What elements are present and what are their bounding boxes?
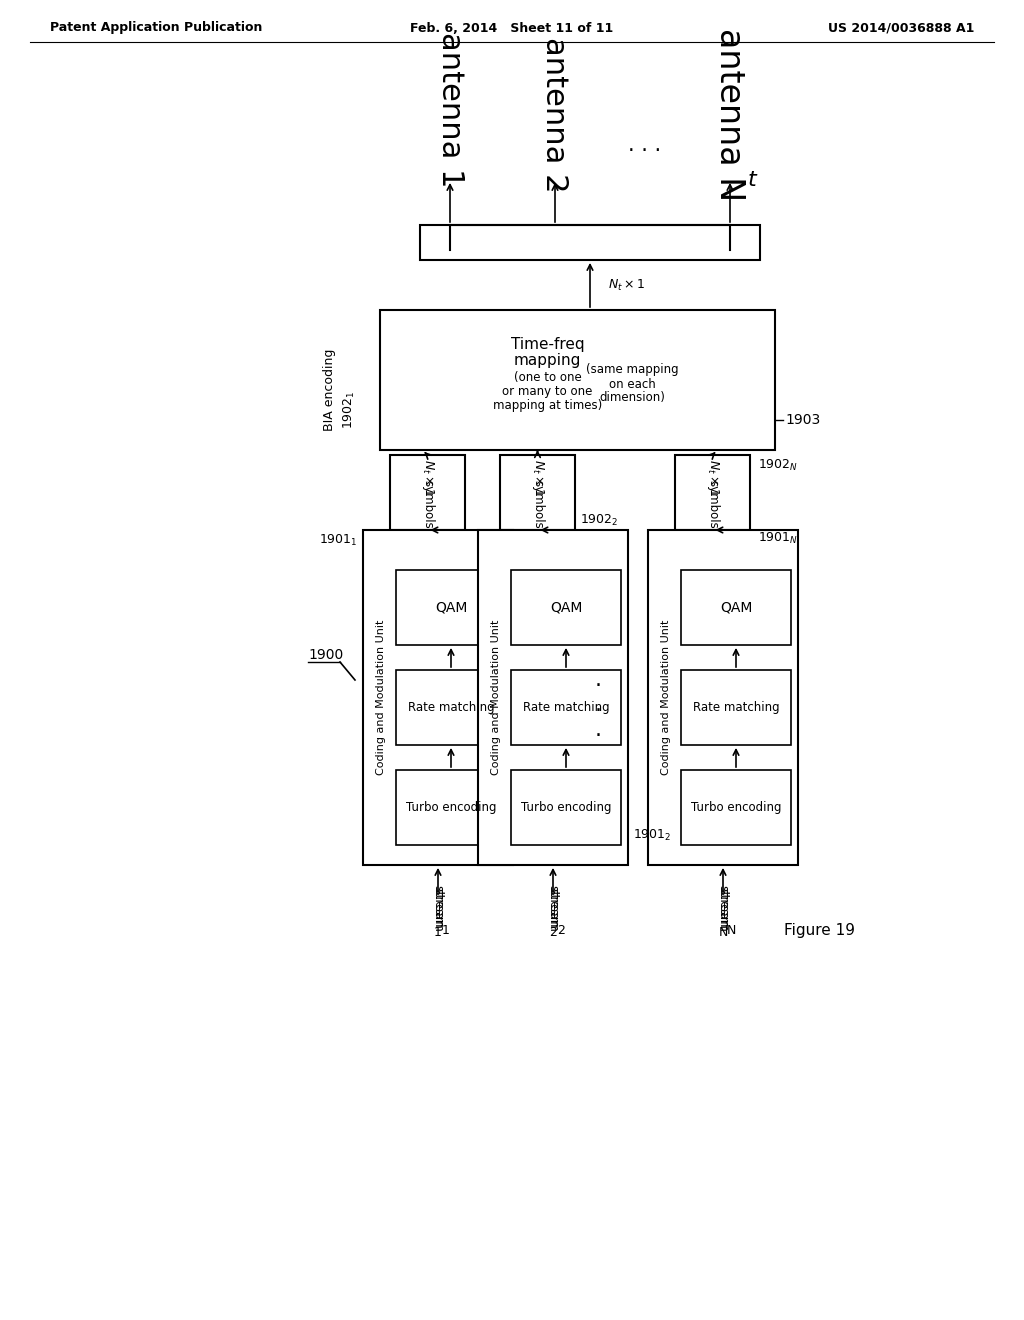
Text: $N_t\times1$: $N_t\times1$ [608, 277, 645, 293]
Bar [681, 671, 791, 744]
Text: $1901_1$: $1901_1$ [319, 532, 358, 548]
Text: N: N [726, 924, 735, 936]
Text: symbols: symbols [531, 480, 544, 529]
Text: (same mapping: (same mapping [586, 363, 679, 376]
Bar [681, 570, 791, 645]
Text: Rate matching: Rate matching [522, 701, 609, 714]
Text: Turbo encoding: Turbo encoding [521, 801, 611, 814]
Bar [511, 570, 621, 645]
Text: .: . [595, 671, 601, 690]
Text: $1901_N$: $1901_N$ [758, 531, 799, 545]
Bar [362, 531, 513, 865]
Text: $N_t\times1$: $N_t\times1$ [705, 459, 720, 496]
Text: Coding and Modulation Unit: Coding and Modulation Unit [490, 620, 501, 775]
Text: Time-freq: Time-freq [511, 338, 585, 352]
Text: symbols: symbols [706, 480, 719, 529]
Text: $1902_N$: $1902_N$ [758, 458, 799, 473]
Text: stream: stream [717, 886, 729, 929]
Text: Feb. 6, 2014   Sheet 11 of 11: Feb. 6, 2014 Sheet 11 of 11 [411, 21, 613, 34]
Text: $1901_2$: $1901_2$ [633, 828, 672, 842]
Text: stream: stream [547, 888, 559, 932]
Text: Patent Application Publication: Patent Application Publication [50, 21, 262, 34]
Text: t: t [748, 170, 757, 190]
Bar [396, 770, 506, 845]
Text: N: N [718, 927, 728, 940]
Bar [500, 455, 575, 531]
Text: Coding and Modulation Unit: Coding and Modulation Unit [662, 620, 671, 775]
Text: QAM: QAM [550, 601, 583, 615]
Text: stream: stream [431, 886, 444, 929]
Bar [648, 531, 798, 865]
Text: .: . [595, 719, 601, 741]
Text: Turbo encoding: Turbo encoding [406, 801, 497, 814]
Text: Rate matching: Rate matching [408, 701, 495, 714]
Text: mapping at times): mapping at times) [493, 400, 602, 412]
Text: US 2014/0036888 A1: US 2014/0036888 A1 [827, 21, 974, 34]
Text: $N_t\times1$: $N_t\times1$ [420, 459, 435, 496]
Text: 1: 1 [442, 924, 450, 936]
Text: antenna 1: antenna 1 [435, 32, 465, 187]
Text: antenna 2: antenna 2 [541, 37, 569, 193]
Text: $1902_2$: $1902_2$ [580, 512, 618, 528]
Text: symbols: symbols [421, 480, 434, 529]
Bar [420, 224, 760, 260]
Text: 1900: 1900 [308, 648, 343, 663]
Text: Rate matching: Rate matching [692, 701, 779, 714]
Bar [478, 531, 628, 865]
Bar [396, 570, 506, 645]
Bar [675, 455, 750, 531]
Text: stream: stream [547, 886, 559, 929]
Text: or many to one: or many to one [503, 385, 593, 399]
Bar [380, 310, 775, 450]
Text: stream: stream [431, 888, 444, 932]
Text: stream: stream [717, 888, 729, 932]
Text: 2: 2 [549, 927, 557, 940]
Text: 1903: 1903 [785, 413, 820, 426]
Bar [681, 770, 791, 845]
Text: $N_t\times1$: $N_t\times1$ [530, 459, 545, 496]
Text: 2: 2 [557, 924, 565, 936]
Text: Figure 19: Figure 19 [784, 923, 855, 937]
Text: antenna N: antenna N [714, 28, 746, 202]
Text: QAM: QAM [435, 601, 467, 615]
Text: on each: on each [609, 378, 656, 391]
Text: .: . [595, 696, 601, 715]
Bar [511, 671, 621, 744]
Text: . . .: . . . [629, 135, 662, 154]
Bar [390, 455, 465, 531]
Text: Coding and Modulation Unit: Coding and Modulation Unit [376, 620, 386, 775]
Text: Turbo encoding: Turbo encoding [691, 801, 781, 814]
Bar [396, 671, 506, 744]
Text: BIA encoding: BIA encoding [324, 348, 337, 432]
Text: 1: 1 [434, 927, 442, 940]
Text: QAM: QAM [720, 601, 753, 615]
Text: mapping: mapping [514, 354, 582, 368]
Text: $1902_1$: $1902_1$ [341, 391, 356, 429]
Text: dimension): dimension) [600, 392, 666, 404]
Bar [511, 770, 621, 845]
Text: (one to one: (one to one [514, 371, 582, 384]
